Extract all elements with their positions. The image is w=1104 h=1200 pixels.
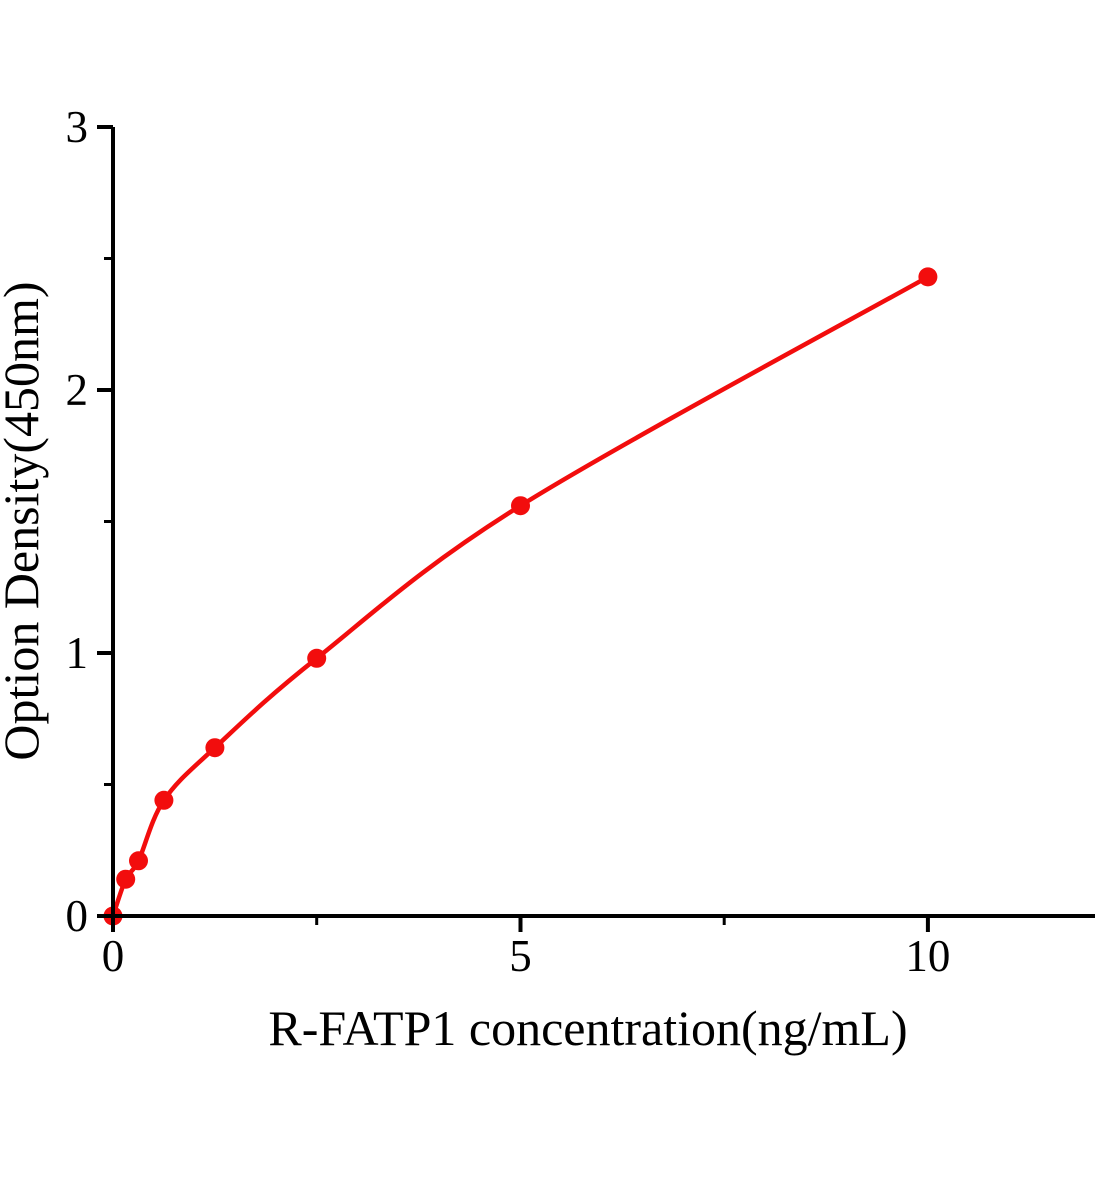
data-point-marker (205, 738, 225, 758)
axes-lines (111, 127, 1095, 918)
y-axis-title: Option Density(450nm) (0, 281, 49, 760)
x-tick-label: 5 (509, 931, 532, 981)
data-point-marker (116, 869, 136, 889)
data-point-marker (307, 648, 327, 668)
data-point-marker (129, 851, 148, 871)
data-point-marker (511, 496, 530, 516)
y-tick-label: 0 (66, 891, 89, 941)
y-tick-label: 1 (66, 628, 89, 678)
data-point-marker (918, 267, 938, 287)
y-tick-label: 2 (66, 365, 89, 415)
plot-area: 0 5 10 0 1 2 3 (66, 102, 1095, 981)
x-tick-label: 10 (905, 931, 950, 981)
x-axis-title: R-FATP1 concentration(ng/mL) (268, 1000, 907, 1056)
standard-curve-line (110, 274, 931, 919)
data-point-marker (154, 790, 174, 810)
y-tick-label: 3 (66, 102, 89, 152)
x-tick-label: 0 (102, 931, 125, 981)
